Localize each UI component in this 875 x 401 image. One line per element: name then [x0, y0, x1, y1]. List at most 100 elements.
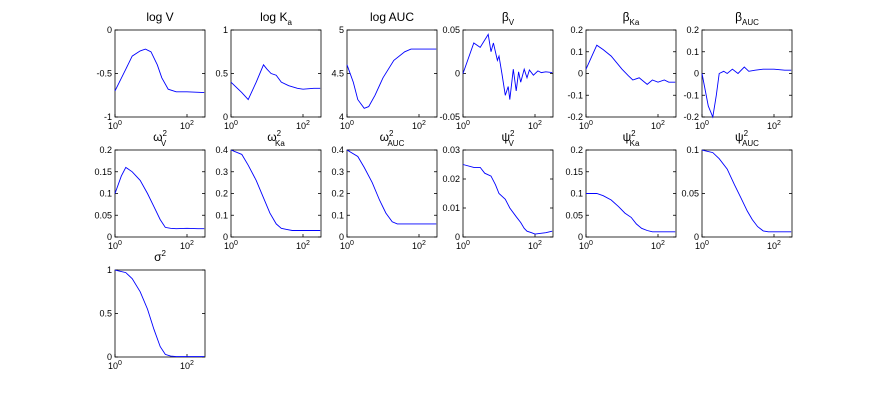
chart-8-xtick-label: 102: [296, 240, 310, 251]
chart-12-series-line: [701, 149, 792, 233]
chart-2-ytick-label: 1: [223, 25, 228, 35]
chart-2-xtick-label: 102: [296, 120, 310, 131]
chart-9-ytick-label: 0.3: [331, 167, 344, 177]
chart-3-title-main: log AUC: [370, 10, 414, 24]
chart-4-xtick-base: 10: [528, 121, 538, 131]
chart-5-axes: [585, 29, 677, 118]
chart-6-series-line: [701, 66, 792, 119]
chart-12-xtick-base: 10: [767, 241, 777, 251]
chart-9-title-main: ω: [380, 130, 389, 144]
chart-10-ytick-label: 0.03: [442, 145, 460, 155]
chart-3-series-line: [346, 48, 437, 109]
chart-6-title-sub: AUC: [742, 18, 759, 27]
chart-2-axes: [230, 29, 322, 118]
chart-12-title: ψ2 AUC: [735, 129, 759, 148]
chart-6-ytick-label: 0.2: [686, 25, 699, 35]
chart-13-ytick-label: 0: [107, 352, 112, 362]
chart-1-series-line: [114, 48, 205, 94]
chart-10-title: ψ2 V: [501, 129, 515, 148]
chart-8-xtick-base: 10: [296, 241, 306, 251]
chart-4-series-line: [462, 33, 553, 100]
chart-10-xtick-label: 100: [456, 240, 470, 251]
chart-13-xtick-label: 102: [180, 360, 194, 371]
chart-7-ytick-label: 0.15: [94, 167, 112, 177]
chart-11-axes: [585, 149, 677, 238]
chart-4-title-sub: V: [509, 18, 515, 27]
chart-9-xtick-label: 100: [340, 240, 354, 251]
chart-11-ytick-label: 0.15: [565, 167, 583, 177]
chart-10-xtick-label: 102: [528, 240, 542, 251]
chart-3-title: log AUC: [370, 10, 414, 24]
chart-7-ytick-label: 0.1: [99, 189, 112, 199]
chart-12-xtick-base: 10: [695, 241, 705, 251]
chart-3-xtick-exp: 2: [422, 120, 426, 127]
chart-12-xtick-exp: 2: [777, 240, 781, 247]
chart-1-xtick-label: 102: [180, 120, 194, 131]
chart-7-xtick-exp: 2: [190, 240, 194, 247]
chart-6-ytick-label: -0.1: [683, 90, 699, 100]
chart-13-title: σ2: [154, 249, 166, 264]
chart-11-xtick-exp: 2: [661, 240, 665, 247]
chart-13-series-line: [114, 269, 205, 358]
chart-5-ytick-label: 0: [578, 69, 583, 79]
chart-10-xtick-exp: 0: [466, 240, 470, 247]
chart-3-xtick-label: 100: [340, 120, 354, 131]
chart-11-title: ψ2 Ka: [623, 129, 640, 148]
chart-12-xtick-label: 102: [767, 240, 781, 251]
chart-7-title-sub: V: [161, 139, 167, 148]
chart-8-ytick-label: 0.2: [215, 189, 228, 199]
chart-8-title: ω2 Ka: [267, 129, 285, 148]
chart-11-ytick-label: 0: [578, 232, 583, 242]
chart-8-xtick-exp: 0: [234, 240, 238, 247]
chart-8-ytick-label: 0.4: [215, 145, 228, 155]
chart-13-xtick-label: 100: [108, 360, 122, 371]
chart-10-ytick-label: 0.02: [442, 174, 460, 184]
chart-7-series-line: [114, 166, 205, 230]
chart-9-series-line: [346, 149, 437, 225]
chart-2-title-sub: a: [287, 18, 292, 27]
chart-6-ytick-label: -0.2: [683, 112, 699, 122]
chart-4-ytick-label: 0.05: [442, 25, 460, 35]
chart-5-xtick-exp: 2: [661, 120, 665, 127]
chart-1-xtick-base: 10: [108, 121, 118, 131]
chart-8-title-sup: 2: [277, 129, 282, 138]
chart-4-xtick-exp: 0: [466, 120, 470, 127]
chart-5-ytick-label: -0.1: [567, 90, 583, 100]
chart-3-ytick-label: 4: [339, 112, 344, 122]
chart-9-xtick-exp: 2: [422, 240, 426, 247]
chart-10-xtick-base: 10: [456, 241, 466, 251]
chart-7-ytick-label: 0: [107, 232, 112, 242]
chart-10-title-main: ψ: [501, 130, 510, 144]
chart-9-title: ω2 AUC: [380, 129, 405, 148]
chart-11-xtick-base: 10: [651, 241, 661, 251]
chart-10-title-sup: 2: [510, 129, 515, 138]
chart-8-ytick-label: 0.1: [215, 210, 228, 220]
chart-4-xtick-label: 102: [528, 120, 542, 131]
chart-3-ytick-label: 5: [339, 25, 344, 35]
chart-6-xtick-base: 10: [767, 121, 777, 131]
chart-10-ytick-label: 0.01: [442, 203, 460, 213]
chart-8-xtick-label: 100: [224, 240, 238, 251]
chart-11-ytick-label: 0.1: [570, 189, 583, 199]
chart-7-xtick-base: 10: [108, 241, 118, 251]
chart-11-title-sub: Ka: [630, 139, 640, 148]
chart-11-ytick-label: 0.2: [570, 145, 583, 155]
chart-5-xtick-base: 10: [651, 121, 661, 131]
chart-5-xtick-label: 102: [651, 120, 665, 131]
chart-4-ytick-label: -0.05: [439, 112, 460, 122]
chart-6-xtick-label: 100: [695, 120, 709, 131]
chart-13-xtick-exp: 2: [190, 360, 194, 367]
chart-4-axes: [462, 29, 554, 118]
chart-12-ytick-label: 0: [694, 232, 699, 242]
chart-13-xtick-exp: 0: [118, 360, 122, 367]
chart-12-ytick-label: 0.05: [681, 189, 699, 199]
